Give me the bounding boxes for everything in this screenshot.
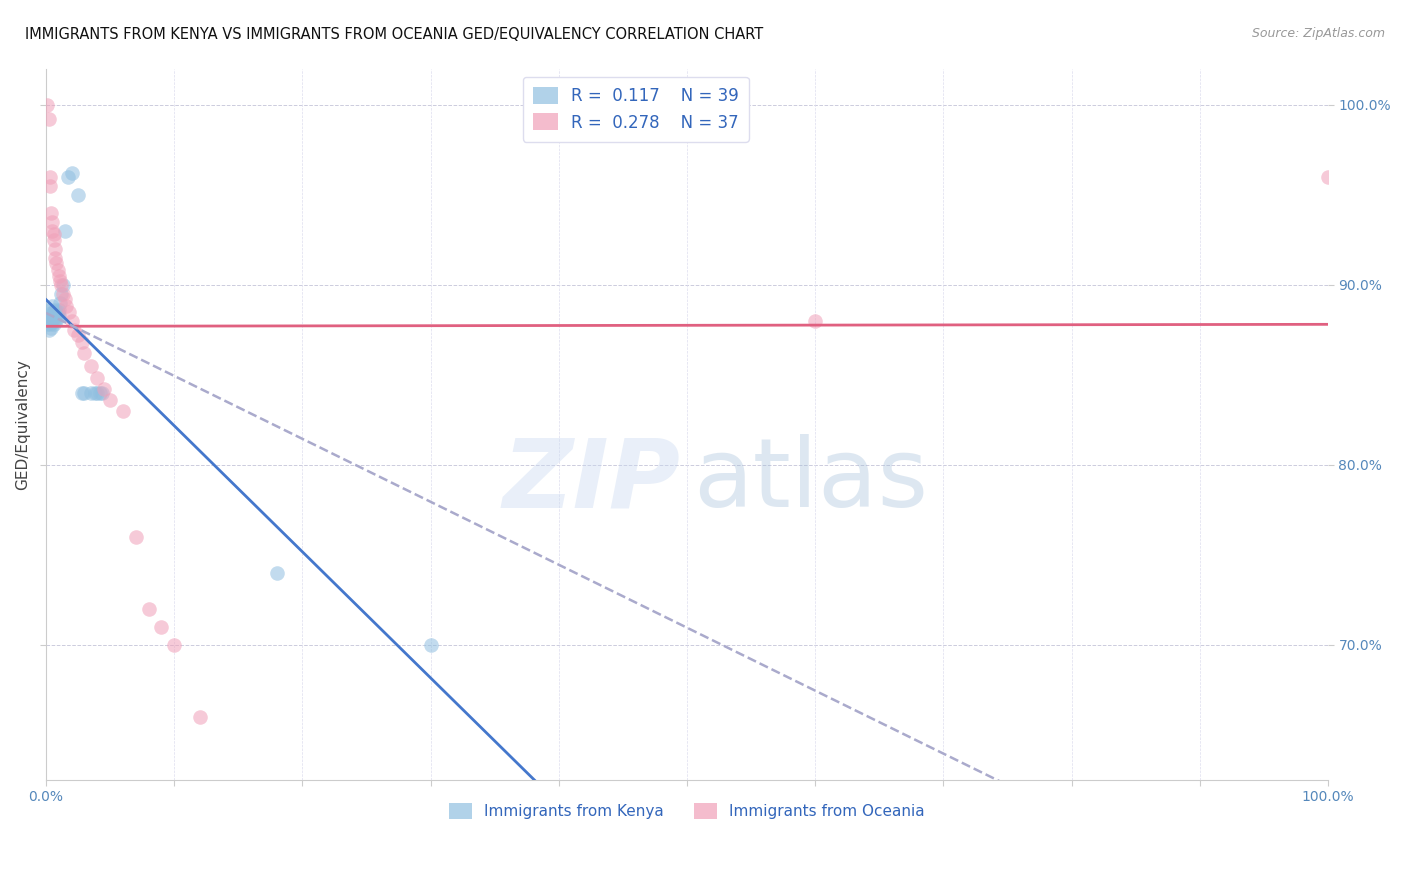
Point xyxy=(48,308,70,322)
Point xyxy=(98,392,121,407)
Point xyxy=(37,97,59,112)
Point xyxy=(93,382,115,396)
Point xyxy=(39,205,62,219)
Legend: Immigrants from Kenya, Immigrants from Oceania: Immigrants from Kenya, Immigrants from O… xyxy=(443,797,931,825)
Point xyxy=(38,322,60,336)
Point xyxy=(52,286,75,301)
Point xyxy=(38,302,60,317)
Point xyxy=(86,385,108,400)
Text: atlas: atlas xyxy=(693,434,928,527)
Point xyxy=(39,306,62,320)
Point xyxy=(45,256,67,270)
Point xyxy=(419,638,441,652)
Point xyxy=(163,638,186,652)
Point xyxy=(53,223,76,237)
Point xyxy=(1316,169,1339,184)
Point xyxy=(111,403,134,417)
Point xyxy=(58,304,80,318)
Point xyxy=(80,359,103,373)
Point xyxy=(266,566,288,580)
Point xyxy=(89,385,111,400)
Point xyxy=(56,169,79,184)
Point xyxy=(38,178,60,193)
Point xyxy=(804,313,827,327)
Point xyxy=(38,310,60,324)
Point xyxy=(91,385,114,400)
Point xyxy=(80,385,103,400)
Point xyxy=(48,302,70,317)
Point xyxy=(39,313,62,327)
Point xyxy=(42,227,65,241)
Point xyxy=(45,313,67,327)
Point xyxy=(38,313,60,327)
Point xyxy=(138,601,160,615)
Point xyxy=(38,317,60,331)
Point xyxy=(37,317,59,331)
Point xyxy=(46,304,69,318)
Point xyxy=(44,302,66,317)
Point xyxy=(39,320,62,334)
Text: IMMIGRANTS FROM KENYA VS IMMIGRANTS FROM OCEANIA GED/EQUIVALENCY CORRELATION CHA: IMMIGRANTS FROM KENYA VS IMMIGRANTS FROM… xyxy=(25,27,763,42)
Point xyxy=(49,274,72,288)
Point xyxy=(46,263,69,277)
Point xyxy=(46,310,69,324)
Point xyxy=(125,530,148,544)
Point xyxy=(150,619,173,633)
Point xyxy=(70,385,93,400)
Point xyxy=(188,709,211,723)
Point xyxy=(44,251,66,265)
Point xyxy=(63,322,86,336)
Point xyxy=(41,223,63,237)
Point xyxy=(42,304,65,318)
Point xyxy=(44,242,66,256)
Text: Source: ZipAtlas.com: Source: ZipAtlas.com xyxy=(1251,27,1385,40)
Point xyxy=(66,328,89,343)
Point xyxy=(70,335,93,350)
Point xyxy=(51,277,73,292)
Point xyxy=(38,169,60,184)
Point xyxy=(52,277,75,292)
Point xyxy=(53,292,76,306)
Text: ZIP: ZIP xyxy=(503,434,681,527)
Point xyxy=(45,306,67,320)
Point xyxy=(41,299,63,313)
Point xyxy=(44,308,66,322)
Point xyxy=(83,385,105,400)
Point xyxy=(73,385,96,400)
Point xyxy=(41,315,63,329)
Point xyxy=(48,268,70,283)
Point xyxy=(66,187,89,202)
Point xyxy=(73,346,96,360)
Point xyxy=(38,112,60,126)
Point xyxy=(42,317,65,331)
Y-axis label: GED/Equivalency: GED/Equivalency xyxy=(15,359,30,490)
Point xyxy=(60,166,83,180)
Point xyxy=(41,308,63,322)
Point xyxy=(55,299,77,313)
Point xyxy=(42,310,65,324)
Point xyxy=(51,286,73,301)
Point xyxy=(41,214,63,228)
Point xyxy=(86,371,108,385)
Point xyxy=(49,295,72,310)
Point xyxy=(60,313,83,327)
Point xyxy=(42,233,65,247)
